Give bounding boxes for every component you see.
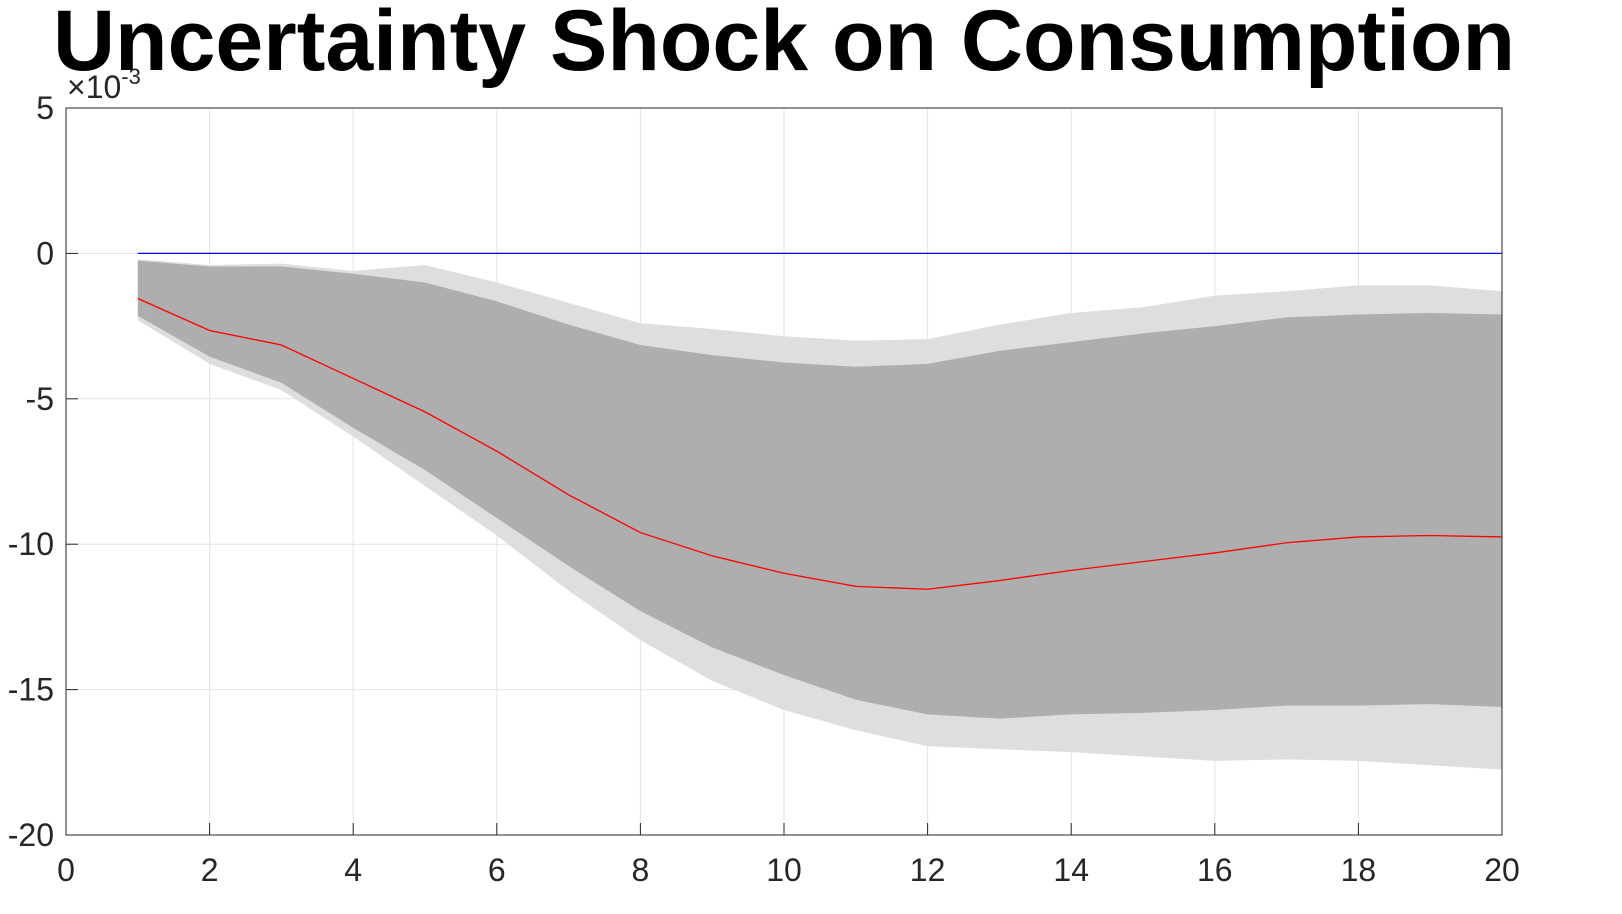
confidence-bands: [137, 259, 1502, 770]
y-axis-exponent: ×10-3: [67, 64, 141, 105]
axis-ticks: 0 2 4 6 8 10 12 14 16 18 20 -20 -15 -10 -5 0 5: [8, 90, 1520, 888]
x-tick-label: 10: [766, 852, 802, 888]
y-tick-label: 0: [36, 235, 54, 271]
x-tick-label: 4: [344, 852, 362, 888]
x-tick-label: 18: [1341, 852, 1377, 888]
x-tick-label: 12: [910, 852, 946, 888]
x-tick-label: 20: [1484, 852, 1520, 888]
x-tick-label: 8: [632, 852, 650, 888]
chart-title: Uncertainty Shock on Consumption: [53, 0, 1515, 89]
x-tick-label: 6: [488, 852, 506, 888]
x-tick-label: 0: [57, 852, 75, 888]
y-tick-label: -5: [26, 381, 54, 417]
y-tick-label: -20: [8, 817, 54, 853]
x-tick-label: 16: [1197, 852, 1233, 888]
x-tick-label: 14: [1053, 852, 1089, 888]
y-exponent-base: ×10: [67, 69, 121, 105]
y-exponent-power: -3: [121, 64, 141, 89]
series-lines: [137, 252, 1503, 590]
y-tick-label: 5: [36, 90, 54, 126]
series-line-1: [137, 297, 1503, 590]
x-tick-label: 2: [201, 852, 219, 888]
confidence-band-2: [137, 260, 1502, 719]
y-tick-label: -15: [8, 672, 54, 708]
y-tick-label: -10: [8, 526, 54, 562]
